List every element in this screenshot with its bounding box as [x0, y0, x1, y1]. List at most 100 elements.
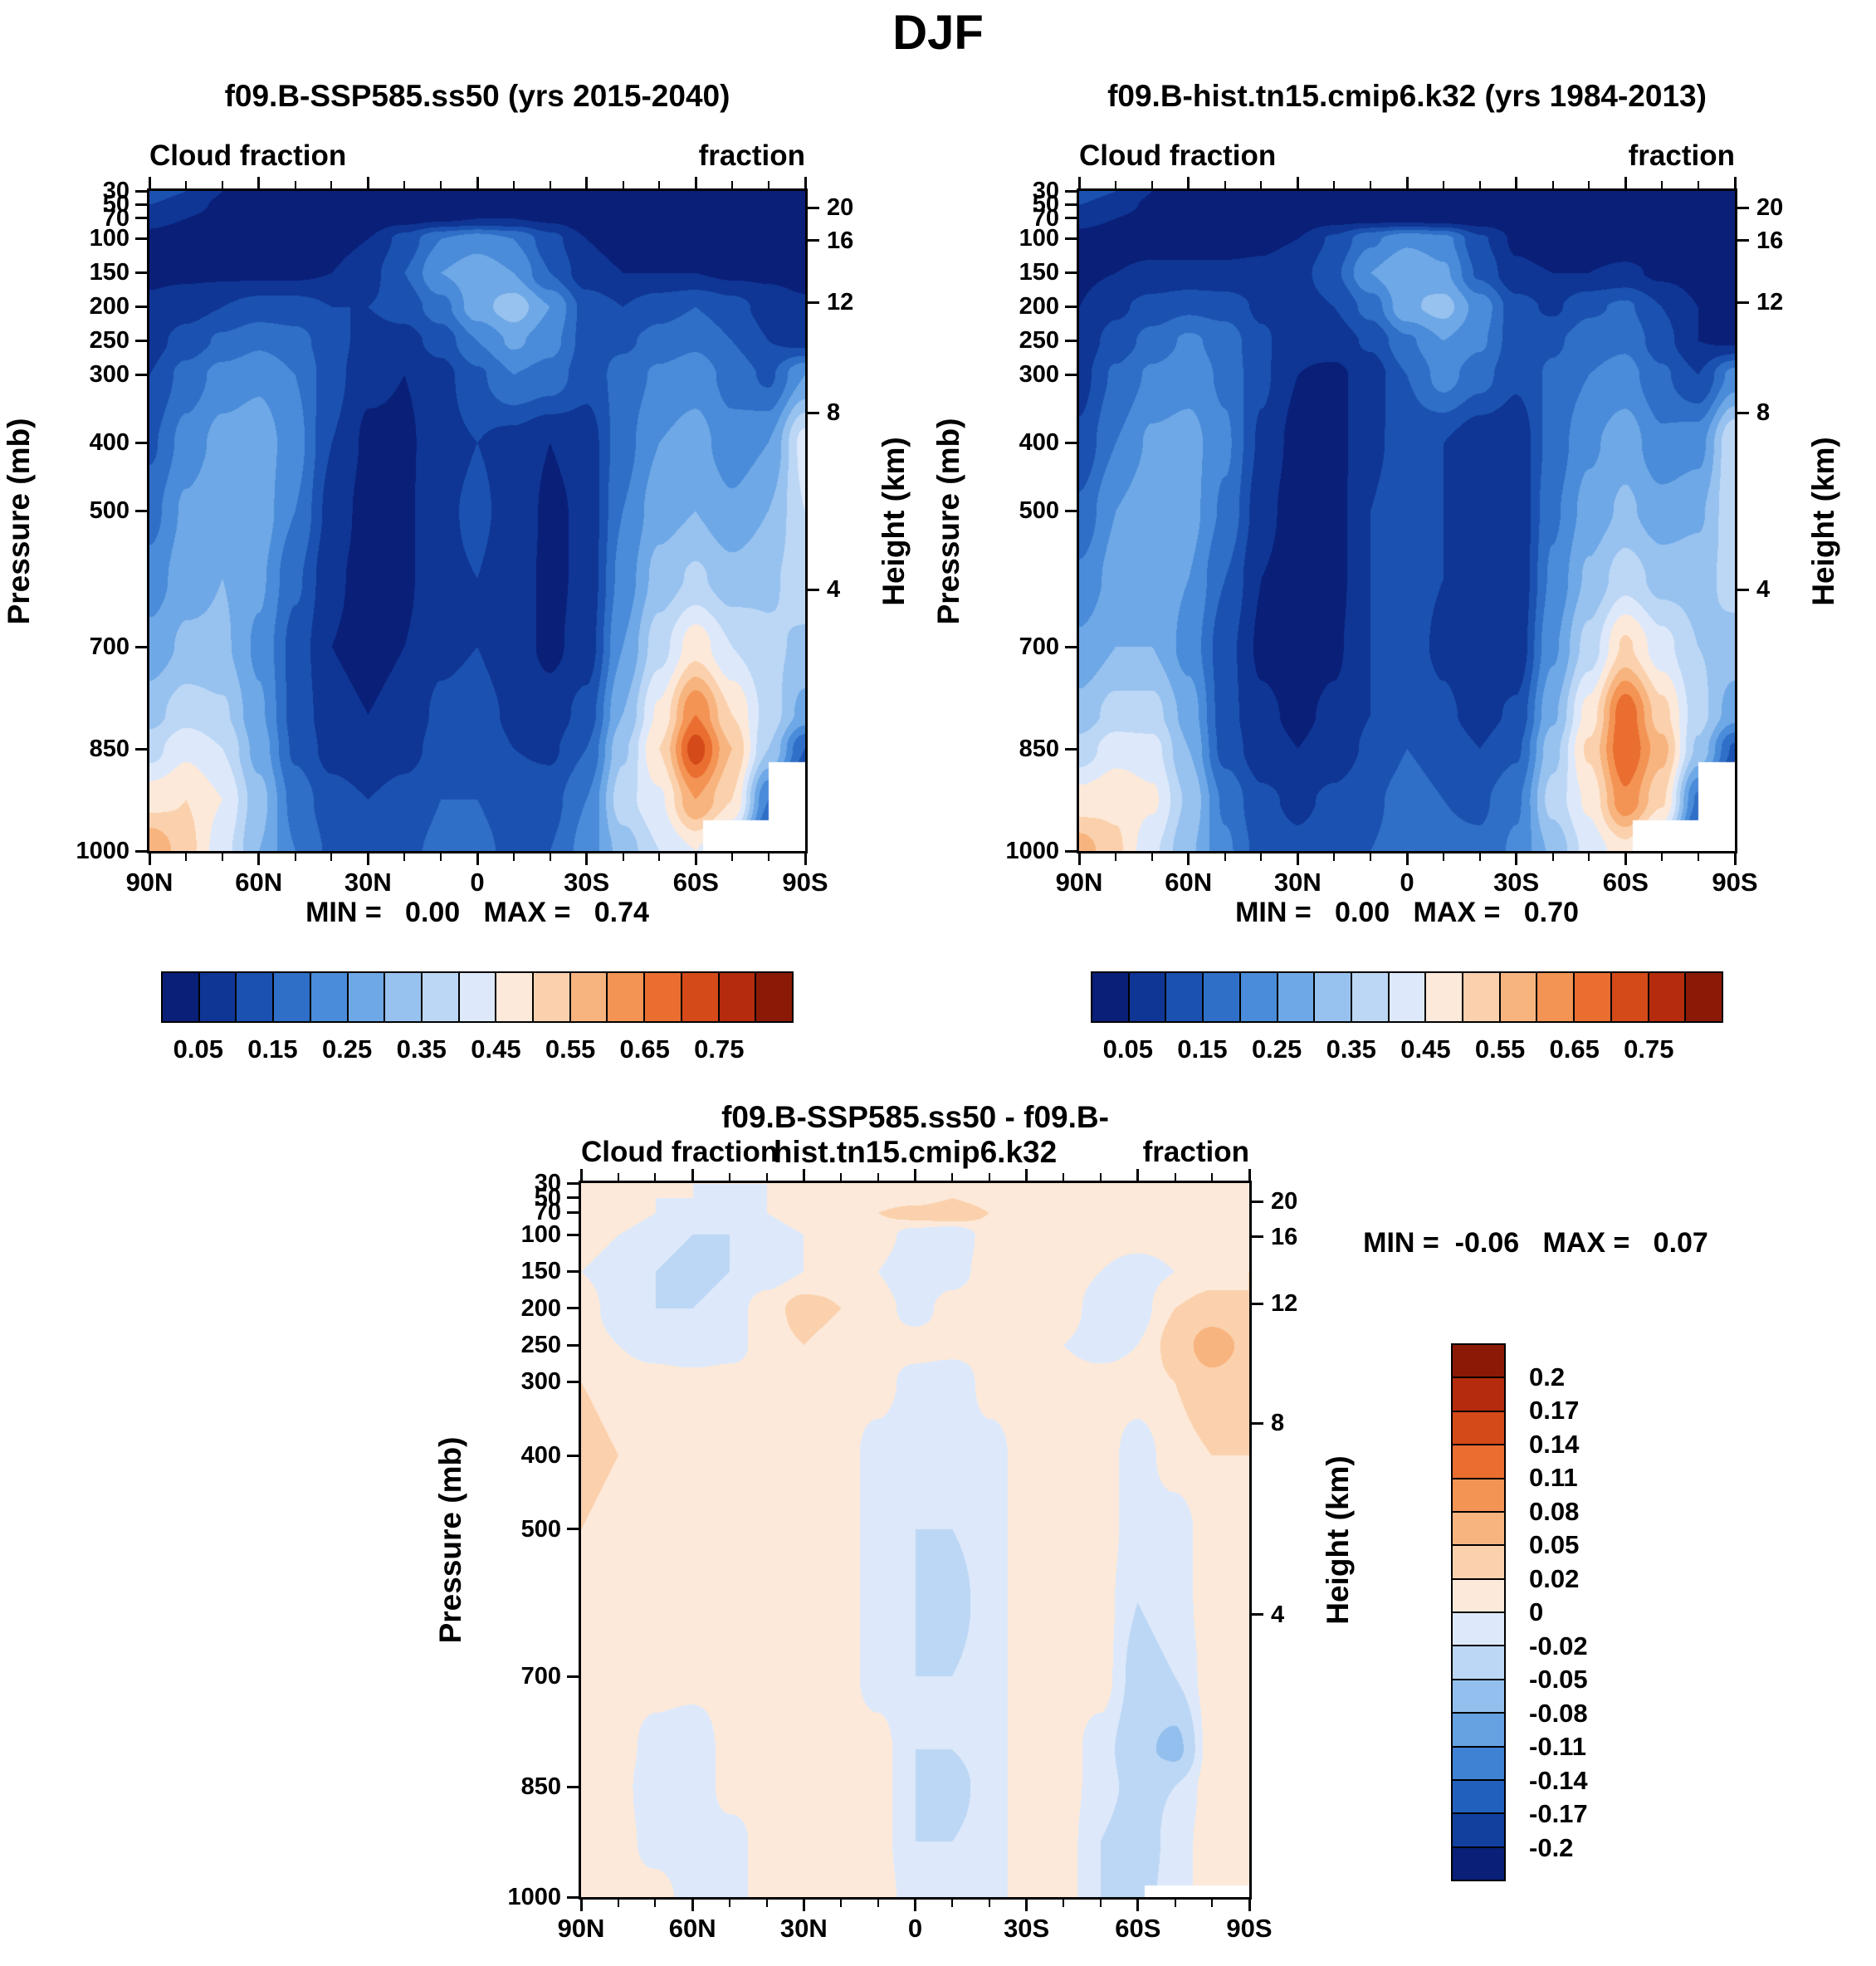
pressure-tick: [1065, 217, 1077, 220]
pressure-tick-label: 150: [520, 1258, 561, 1285]
colorbar-tick-label: 0.25: [321, 1034, 373, 1064]
colorbar-box: [643, 971, 682, 1023]
colorbar-box: [1091, 971, 1130, 1023]
pressure-tick: [1065, 189, 1077, 193]
pressure-tick-label: 150: [1019, 259, 1059, 286]
panel2-colorbar-labels: 0.05 0.15 0.25 0.35 0.45 0.55 0.65 0.75: [1091, 1034, 1723, 1064]
height-tick: [1252, 1613, 1263, 1616]
latitude-tick-top: [1077, 177, 1081, 188]
latitude-minor-tick-top: [840, 1173, 843, 1181]
latitude-minor-tick: [1661, 853, 1663, 861]
panel3-plot-area: Pressure (mb) Height (km) 30 50 70 100 150 20…: [433, 1169, 1355, 1943]
colorbar-box: [680, 971, 720, 1023]
latitude-tick-label: 90S: [1712, 868, 1758, 897]
pressure-tick-label: 300: [1019, 361, 1059, 389]
pressure-tick-label: 30: [534, 1170, 561, 1196]
pressure-tick-label: 400: [520, 1442, 561, 1470]
colorbar-tick-label: 0.35: [396, 1034, 447, 1064]
colorbar-box: [1127, 971, 1167, 1023]
pressure-tick: [1065, 849, 1077, 853]
height-tick-label: 4: [827, 576, 841, 604]
latitude-minor-tick-top: [1114, 181, 1116, 188]
latitude-tick: [1136, 1900, 1140, 1911]
colorbar-box: [1276, 971, 1316, 1023]
latitude-minor-tick-top: [1478, 181, 1481, 188]
colorbar-box: [1451, 1444, 1506, 1479]
panel1-contour-canvas: [149, 191, 805, 851]
pressure-tick-label: 250: [89, 327, 129, 355]
colorbar-box: [1647, 971, 1687, 1023]
pressure-tick: [567, 1181, 579, 1185]
colorbar-tick-label: 0.11: [1529, 1463, 1578, 1492]
colorbar-box: [1451, 1846, 1506, 1881]
latitude-tick-label: 30N: [1273, 868, 1322, 897]
colorbar-box: [1313, 971, 1352, 1023]
colorbar-tick-label: 0.75: [1624, 1034, 1674, 1064]
latitude-tick-label: 30N: [779, 1914, 828, 1943]
latitude-minor-tick: [1370, 853, 1372, 861]
height-tick-label: 20: [1271, 1188, 1298, 1215]
latitude-tick-label: 60S: [1115, 1914, 1161, 1943]
colorbar-box: [1424, 971, 1464, 1023]
height-tick-label: 4: [1271, 1601, 1285, 1628]
panel2-title: f09.B-hist.tn15.cmip6.k32 (yrs 1984-2013…: [1107, 79, 1707, 113]
height-tick: [1252, 1302, 1263, 1305]
panel2-right-header: fraction: [1628, 139, 1735, 172]
pressure-tick-label: 100: [520, 1221, 561, 1249]
pressure-tick-label: 300: [520, 1368, 561, 1396]
height-tick-label: 8: [1271, 1410, 1285, 1437]
pressure-tick: [1065, 441, 1077, 444]
latitude-minor-tick-top: [221, 181, 223, 188]
pressure-tick: [1065, 747, 1077, 751]
colorbar-tick-label: 0.05: [1529, 1530, 1580, 1559]
latitude-minor-tick: [654, 1900, 657, 1907]
latitude-minor-tick: [1478, 853, 1481, 861]
latitude-minor-tick: [330, 853, 333, 861]
latitude-tick: [1624, 853, 1627, 865]
latitude-minor-tick-top: [1661, 181, 1663, 188]
pressure-tick-label: 850: [520, 1773, 561, 1800]
colorbar-tick-label: 0.15: [1177, 1034, 1228, 1064]
latitude-tick: [476, 853, 479, 865]
colorbar-box: [1451, 1812, 1506, 1848]
latitude-tick-label: 60N: [1165, 868, 1213, 897]
colorbar-box: [1202, 971, 1241, 1023]
latitude-minor-tick: [1698, 853, 1700, 861]
panel3-title: f09.B-SSP585.ss50 - f09.B-hist.tn15.cmip…: [721, 1100, 1109, 1169]
panel3-colorbar-labels: 0.2 0.17 0.14 0.11 0.08 0.05 0.02 0 -0.02 -0.05 -0…: [1529, 1343, 1637, 1881]
colorbar-tick-label: 0.75: [694, 1034, 745, 1064]
latitude-minor-tick: [440, 853, 442, 861]
pressure-tick-label: 700: [520, 1663, 561, 1690]
pressure-tick: [135, 203, 147, 206]
latitude-tick: [1405, 853, 1409, 865]
colorbar-box: [569, 971, 608, 1023]
latitude-minor-tick-top: [728, 1173, 730, 1181]
colorbar-tick-label: 0.45: [471, 1034, 521, 1064]
colorbar-tick-label: 0.14: [1529, 1429, 1580, 1459]
pressure-tick: [1065, 271, 1077, 274]
colorbar-tick-label: 0.65: [1549, 1034, 1600, 1064]
pressure-tick: [135, 849, 147, 853]
colorbar-tick-label: 0.08: [1529, 1496, 1580, 1526]
latitude-minor-tick-top: [658, 181, 661, 188]
colorbar-box: [1165, 971, 1204, 1023]
pressure-tick-label: 700: [89, 633, 129, 661]
latitude-tick-top: [802, 1169, 805, 1181]
panel1-pressure-axis-title: Pressure (mb): [2, 418, 36, 624]
latitude-minor-tick: [765, 1900, 768, 1907]
colorbar-box: [1350, 971, 1390, 1023]
panel2-pressure-axis-title: Pressure (mb): [931, 418, 965, 624]
height-tick: [808, 301, 819, 304]
pressure-tick: [567, 1196, 579, 1200]
pressure-tick-label: 200: [89, 293, 129, 320]
latitude-tick-top: [1025, 1169, 1028, 1181]
height-tick: [808, 206, 819, 209]
latitude-minor-tick-top: [1063, 1173, 1065, 1181]
pressure-tick: [135, 305, 147, 308]
height-tick-label: 8: [827, 399, 841, 427]
latitude-tick: [1733, 853, 1737, 865]
latitude-tick-top: [1248, 1169, 1251, 1181]
colorbar-box: [1451, 1678, 1506, 1714]
latitude-minor-tick: [1224, 853, 1226, 861]
latitude-tick-top: [476, 177, 479, 188]
